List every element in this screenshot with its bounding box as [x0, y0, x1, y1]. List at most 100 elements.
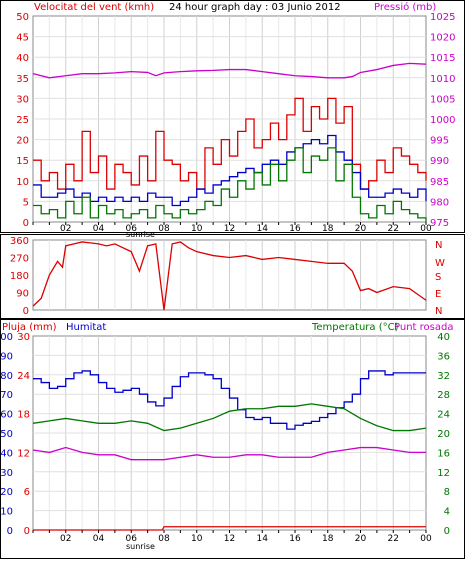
wind-direction-ytick-label: 90	[16, 289, 29, 300]
panel-3-xtick-label: 10	[191, 534, 203, 544]
panel-1-xtick-label: 18	[322, 224, 334, 234]
panel-1-xtick-label: 16	[289, 224, 301, 234]
rain-line	[33, 526, 426, 531]
humidity-line	[33, 370, 426, 430]
humidity-ytick-label: 10	[0, 507, 13, 518]
pressure-ytick-label: 1010	[430, 74, 455, 85]
pressure-ytick-label: 980	[430, 197, 449, 208]
humidity-ytick-label: 40	[0, 448, 13, 459]
dewpoint-label: Punt rosada	[394, 322, 453, 333]
panel-1-xtick-label: 04	[93, 224, 105, 234]
humidity-label: Humitat	[66, 322, 106, 333]
compass-w: W	[435, 258, 445, 269]
temperature-ytick-label: 32	[437, 371, 450, 382]
panel-3-xtick-label: 16	[289, 534, 301, 544]
pressure-ytick-label: 1000	[430, 115, 455, 126]
temperature-ytick-label: 8	[444, 487, 450, 498]
temperature-ytick-label: 24	[437, 410, 450, 421]
panel-1-xtick-label: 06	[126, 224, 138, 234]
wind-ytick-label: 30	[16, 94, 29, 105]
wind-ytick-label: 20	[16, 136, 29, 147]
compass-e: E	[435, 289, 441, 300]
temperature-ytick-label: 16	[437, 448, 450, 459]
humidity-ytick-label: 100	[0, 332, 13, 343]
temperature-ytick-label: 0	[444, 526, 450, 537]
temperature-ytick-label: 20	[437, 429, 450, 440]
wind-ytick-label: 5	[23, 197, 29, 208]
panel-3-xtick-label: 02	[60, 534, 71, 544]
panel-1-xtick-label: 02	[60, 224, 71, 234]
wind-ytick-label: 10	[16, 177, 29, 188]
panel-3-xtick-label: 08	[158, 534, 170, 544]
wind-ytick-label: 50	[16, 12, 29, 23]
pressure-ytick-label: 985	[430, 177, 449, 188]
pressure-ytick-label: 1025	[430, 12, 455, 23]
pressure-label: Pressió (mb)	[374, 1, 436, 13]
dewpoint-line	[32, 446, 426, 461]
panel-1-xtick-label: 12	[224, 224, 235, 234]
wind-ytick-label: 25	[16, 115, 29, 126]
panel-3-xtick-label: 18	[322, 534, 334, 544]
wind-ytick-label: 15	[16, 156, 29, 167]
wind-ytick-label: 35	[16, 74, 29, 85]
humidity-ytick-label: 0	[7, 526, 13, 537]
temperature-label: Temperatura (°C)	[311, 322, 399, 333]
wind-direction-ytick-label: 0	[23, 306, 29, 317]
wind-direction-ytick-label: 270	[10, 254, 29, 265]
wind-speed-line	[33, 134, 427, 207]
panel-3-xtick-label: 06	[126, 534, 138, 544]
rain-ytick-label: 12	[17, 448, 30, 459]
pressure-ytick-label: 995	[430, 136, 449, 147]
humidity-ytick-label: 80	[0, 371, 13, 382]
panel-1-xtick-label: 20	[355, 224, 367, 234]
panel-1-xtick-label: 22	[388, 224, 399, 234]
wind-average-line	[33, 147, 427, 222]
graph-title: 24 hour graph day : 03 Junio 2012	[169, 2, 341, 13]
humidity-ytick-label: 60	[0, 410, 13, 421]
rain-label: Pluja (mm)	[2, 322, 57, 333]
wind-direction-ytick-label: 180	[10, 271, 29, 282]
humidity-ytick-label: 30	[0, 468, 13, 479]
sunrise-annotation-bottom: sunrise	[126, 542, 155, 551]
temperature-ytick-label: 4	[444, 507, 450, 518]
panel-1-xtick-label: 08	[158, 224, 170, 234]
temperature-ytick-label: 40	[437, 332, 450, 343]
wind-direction-line	[32, 241, 427, 311]
pressure-ytick-label: 990	[430, 156, 449, 167]
temperature-line	[32, 403, 427, 432]
rain-ytick-label: 6	[24, 487, 30, 498]
humidity-ytick-label: 50	[0, 429, 13, 440]
pressure-ytick-label: 1005	[430, 94, 455, 105]
temperature-ytick-label: 36	[437, 351, 450, 362]
compass-n-bottom: N	[435, 306, 442, 317]
humidity-ytick-label: 90	[0, 351, 13, 362]
pressure-ytick-label: 1020	[430, 33, 455, 44]
wind-direction-ytick-label: 360	[10, 236, 29, 247]
compass-n-top: N	[435, 240, 442, 251]
panel-3-xtick-label: 20	[355, 534, 367, 544]
rain-ytick-label: 30	[17, 332, 30, 343]
rain-ytick-label: 18	[17, 410, 30, 421]
pressure-line	[32, 62, 427, 79]
rain-ytick-label: 0	[24, 526, 30, 537]
wind-ytick-label: 45	[16, 33, 29, 44]
panel-3-xtick-label: 14	[257, 534, 269, 544]
pressure-ytick-label: 975	[430, 218, 449, 229]
temperature-ytick-label: 12	[437, 468, 450, 479]
panel-1-xtick-label: 00	[420, 224, 432, 234]
temperature-ytick-label: 28	[437, 390, 450, 401]
wind-ytick-label: 40	[16, 53, 29, 64]
humidity-ytick-label: 20	[0, 487, 13, 498]
wind-speed-label: Velocitat del vent (kmh)	[34, 2, 154, 13]
panel-3-xtick-label: 22	[388, 534, 399, 544]
panel-3-xtick-label: 00	[420, 534, 432, 544]
humidity-ytick-label: 70	[0, 390, 13, 401]
panel-3-xtick-label: 04	[93, 534, 105, 544]
rain-ytick-label: 24	[17, 371, 30, 382]
pressure-ytick-label: 1015	[430, 53, 455, 64]
panel-1-xtick-label: 14	[257, 224, 269, 234]
panel-3-xtick-label: 12	[224, 534, 235, 544]
